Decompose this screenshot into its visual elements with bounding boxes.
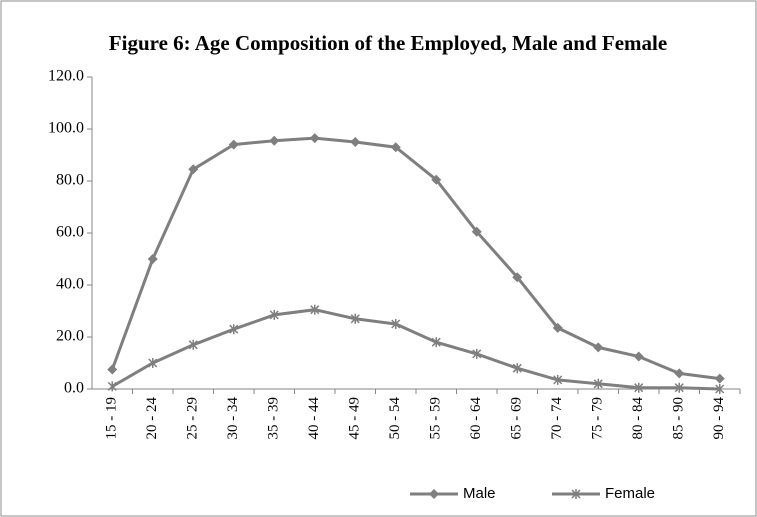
marker (269, 135, 280, 146)
marker (633, 351, 644, 362)
x-tick-label: 40 - 44 (306, 397, 322, 440)
marker (553, 374, 563, 385)
y-tick-label: 0.0 (64, 380, 84, 397)
x-tick-label: 20 - 24 (144, 397, 160, 440)
x-tick-label: 45 - 49 (347, 397, 363, 440)
marker (593, 342, 604, 353)
marker (512, 363, 522, 374)
x-tick-label: 90 - 94 (711, 397, 727, 440)
marker (593, 378, 603, 389)
marker (228, 139, 239, 150)
marker (431, 174, 442, 185)
marker (634, 382, 644, 393)
marker (148, 358, 158, 368)
y-tick-label: 20.0 (56, 328, 84, 345)
marker (715, 384, 725, 394)
marker (390, 142, 401, 153)
marker (674, 382, 684, 393)
marker (309, 133, 320, 144)
y-tick-label: 120.0 (48, 68, 84, 85)
x-tick-label: 25 - 29 (185, 397, 201, 440)
marker (391, 319, 401, 329)
x-tick-label: 50 - 54 (387, 397, 403, 440)
y-tick-label: 40.0 (56, 276, 84, 293)
marker (107, 381, 117, 392)
legend-marker (429, 489, 439, 499)
y-tick-label: 100.0 (48, 120, 84, 137)
legend-label: Male (463, 485, 496, 502)
x-tick-label: 60 - 64 (468, 397, 484, 440)
y-tick-label: 80.0 (56, 172, 84, 189)
chart-title: Figure 6: Age Composition of the Employe… (109, 31, 667, 55)
marker (714, 373, 725, 384)
x-tick-label: 30 - 34 (225, 397, 241, 440)
marker (229, 324, 239, 335)
series-line (111, 308, 720, 391)
marker (431, 337, 441, 348)
marker (107, 364, 118, 375)
x-tick-label: 55 - 59 (428, 397, 444, 440)
marker (269, 309, 279, 320)
marker (147, 254, 158, 264)
marker (472, 348, 482, 359)
series-line (110, 136, 720, 381)
x-tick-label: 75 - 79 (590, 397, 606, 440)
x-tick-label: 35 - 39 (266, 397, 282, 440)
x-tick-label: 80 - 84 (630, 397, 646, 440)
marker (310, 304, 320, 315)
marker (188, 339, 198, 350)
marker (350, 137, 361, 147)
marker (471, 226, 482, 237)
marker (512, 272, 523, 283)
x-tick-label: 85 - 90 (671, 397, 687, 440)
x-tick-label: 65 - 69 (509, 397, 525, 440)
marker (552, 322, 563, 333)
x-tick-label: 15 - 19 (104, 397, 120, 440)
legend-label: Female (605, 485, 655, 502)
x-tick-label: 70 - 74 (549, 397, 565, 440)
legend-marker (571, 489, 581, 499)
marker (674, 368, 685, 379)
y-tick-label: 60.0 (56, 224, 84, 241)
marker (350, 313, 360, 324)
marker (188, 164, 199, 175)
